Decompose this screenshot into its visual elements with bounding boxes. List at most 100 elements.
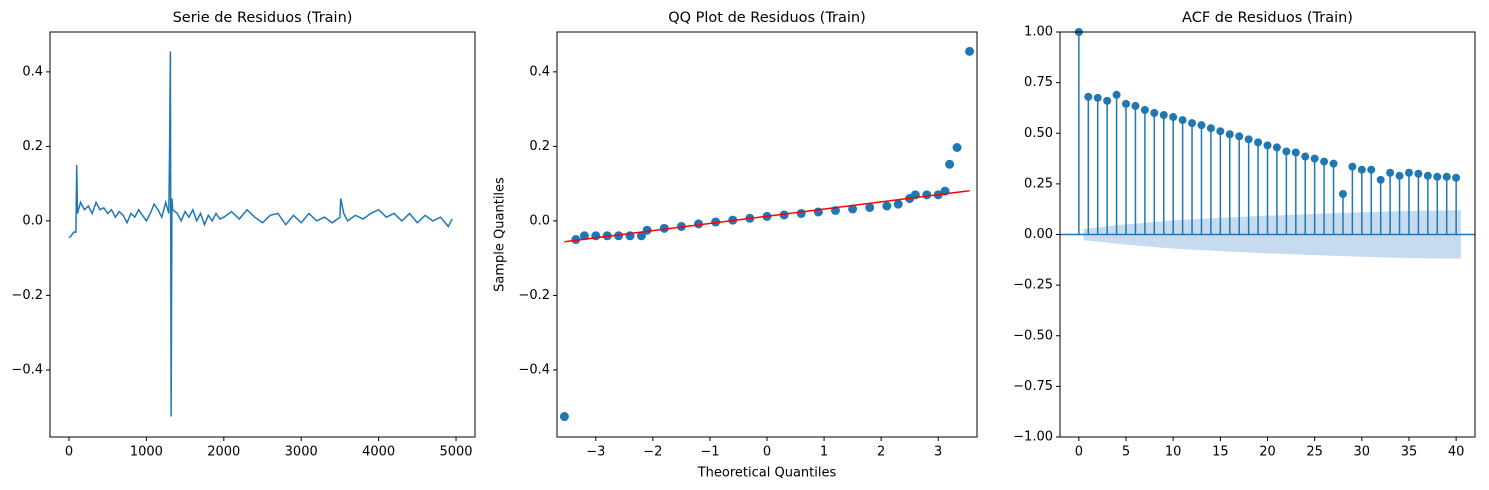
stem-marker (1169, 113, 1178, 122)
stem-marker (1423, 171, 1432, 180)
y-tick-label: 0.4 (529, 64, 550, 79)
stem-marker (1452, 173, 1461, 182)
stem-marker (1301, 152, 1310, 161)
qq-point (694, 219, 704, 229)
stem-marker (1122, 99, 1131, 108)
x-tick-label: 2 (877, 445, 885, 460)
y-tick-label: 0.75 (1024, 75, 1053, 90)
y-tick-label: 0.25 (1024, 176, 1053, 191)
stem-marker (1178, 116, 1187, 125)
stem-marker (1320, 157, 1329, 166)
qq-point (848, 204, 858, 214)
stem-marker (1150, 109, 1159, 117)
stem-marker (1357, 165, 1366, 174)
axes-frame (49, 31, 476, 438)
stem-marker (1131, 101, 1140, 110)
y-tick-label: −0.4 (518, 362, 550, 377)
y-tick-label: 1.00 (1024, 25, 1053, 40)
stem-marker (1414, 169, 1423, 178)
x-tick-label: 5 (1122, 445, 1130, 460)
x-tick-label: 30 (1354, 445, 1371, 460)
stem-marker (1235, 132, 1244, 141)
stem-marker (1272, 143, 1281, 152)
x-tick-label: 0 (1075, 445, 1083, 460)
x-tick-label: −2 (643, 445, 662, 460)
x-tick-label: 0 (763, 445, 771, 460)
stem-marker (1084, 92, 1093, 101)
y-tick-label: −1.00 (1013, 430, 1053, 445)
x-tick-label: 1 (820, 445, 828, 460)
stem-marker (1433, 172, 1442, 181)
y-tick-label: 0.50 (1024, 126, 1053, 141)
y-tick-label: −0.4 (11, 362, 43, 377)
y-axis-label: Sample Quantiles (493, 177, 508, 292)
qq-point (571, 235, 581, 245)
y-tick-label: 0.00 (1024, 227, 1053, 242)
qq-point (865, 202, 875, 212)
x-tick-label: −3 (586, 445, 605, 460)
chart-title: QQ Plot de Residuos (Train) (668, 10, 866, 26)
stem-marker (1367, 165, 1376, 174)
y-tick-label: 0.0 (529, 213, 550, 228)
stem-marker (1310, 154, 1319, 163)
y-tick-label: −0.2 (518, 288, 550, 303)
x-tick-label: 2000 (207, 445, 240, 460)
stem-marker (1291, 148, 1300, 157)
stem-marker (1395, 171, 1404, 180)
x-tick-label: 0 (65, 445, 73, 460)
stem-marker (1159, 111, 1168, 120)
x-axis-label: Theoretical Quantiles (697, 466, 837, 481)
x-tick-label: 10 (1165, 445, 1182, 460)
qq-point (779, 210, 789, 220)
y-tick-label: −0.75 (1013, 379, 1053, 394)
stem-marker (1254, 138, 1263, 147)
y-tick-label: −0.25 (1013, 278, 1053, 293)
qq-point (796, 208, 806, 218)
stem-marker (1442, 172, 1451, 181)
stem-marker (1404, 168, 1413, 177)
stem-marker (1348, 162, 1357, 171)
y-tick-label: 0.0 (22, 213, 43, 228)
residual-line (68, 51, 453, 417)
stem-marker (1263, 141, 1272, 150)
stem-marker (1376, 175, 1385, 184)
stem-marker (1103, 96, 1112, 105)
chart-title: ACF de Residuos (Train) (1182, 10, 1353, 26)
qq-point (659, 223, 669, 233)
x-tick-label: 1000 (130, 445, 163, 460)
x-tick-label: −1 (700, 445, 719, 460)
stem-marker (1338, 190, 1347, 198)
stem-marker (1197, 121, 1206, 130)
stem-marker (1112, 90, 1121, 99)
x-tick-label: 3000 (285, 445, 318, 460)
x-tick-label: 5000 (439, 445, 472, 460)
stem-marker (1188, 119, 1197, 128)
x-tick-label: 40 (1448, 445, 1465, 460)
y-tick-label: −0.50 (1013, 328, 1053, 343)
stem-marker (1216, 127, 1225, 136)
qq-point (952, 143, 962, 153)
qq-point (882, 201, 892, 211)
x-tick-label: 20 (1259, 445, 1276, 460)
y-tick-label: 0.2 (22, 139, 43, 154)
stem-marker (1093, 93, 1102, 102)
qq-point (579, 231, 589, 241)
stem-marker (1244, 135, 1253, 144)
x-tick-label: 25 (1306, 445, 1323, 460)
y-tick-label: 0.4 (22, 64, 43, 79)
qq-point (893, 199, 903, 209)
x-tick-label: 3 (934, 445, 942, 460)
stem-marker (1206, 124, 1215, 133)
qq-point (559, 412, 569, 422)
x-tick-label: 15 (1212, 445, 1229, 460)
x-tick-label: 35 (1401, 445, 1418, 460)
stem-marker (1140, 105, 1149, 114)
stem-marker (1386, 168, 1395, 177)
chart-title: Serie de Residuos (Train) (173, 10, 353, 26)
y-tick-label: −0.2 (11, 288, 43, 303)
qq-point (945, 159, 955, 169)
y-tick-label: 0.2 (529, 139, 550, 154)
qq-point (965, 46, 975, 56)
qq-point (922, 190, 932, 200)
